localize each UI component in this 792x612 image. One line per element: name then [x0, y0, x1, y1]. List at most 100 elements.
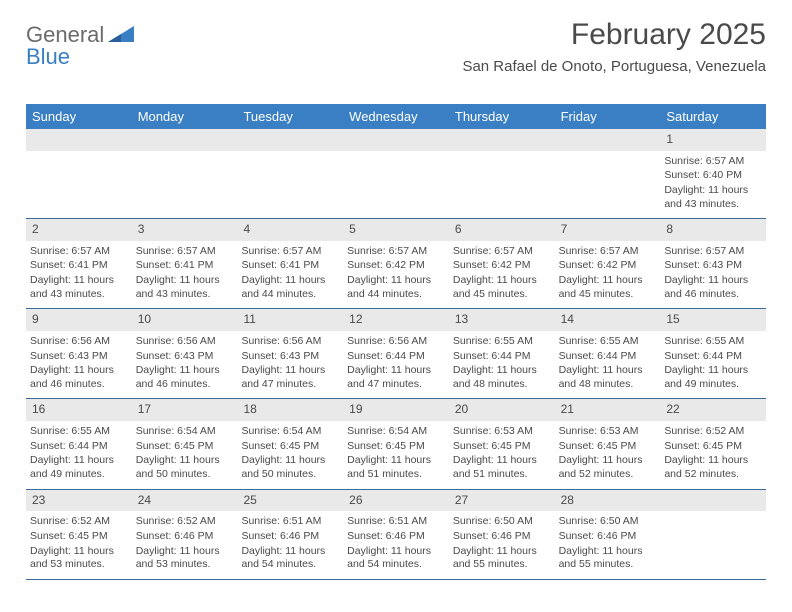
sunrise-line: Sunrise: 6:57 AM	[559, 245, 657, 259]
daylight-line: Daylight: 11 hours and 53 minutes.	[30, 545, 128, 572]
day-info: Sunrise: 6:57 AMSunset: 6:40 PMDaylight:…	[664, 155, 762, 212]
sunrise-line: Sunrise: 6:56 AM	[136, 335, 234, 349]
day-number: 2	[26, 219, 132, 241]
daylight-line: Daylight: 11 hours and 55 minutes.	[453, 545, 551, 572]
calendar-day-cell: 12Sunrise: 6:56 AMSunset: 6:44 PMDayligh…	[343, 309, 449, 398]
sunset-line: Sunset: 6:41 PM	[136, 259, 234, 273]
day-number: 9	[26, 309, 132, 331]
daylight-line: Daylight: 11 hours and 46 minutes.	[30, 364, 128, 391]
day-info: Sunrise: 6:57 AMSunset: 6:43 PMDaylight:…	[664, 245, 762, 302]
day-number: 5	[343, 219, 449, 241]
day-number: 18	[237, 399, 343, 421]
day-info: Sunrise: 6:52 AMSunset: 6:45 PMDaylight:…	[664, 425, 762, 482]
daylight-line: Daylight: 11 hours and 50 minutes.	[241, 454, 339, 481]
day-number: 8	[660, 219, 766, 241]
day-info: Sunrise: 6:55 AMSunset: 6:44 PMDaylight:…	[664, 335, 762, 392]
calendar-day-cell: 4Sunrise: 6:57 AMSunset: 6:41 PMDaylight…	[237, 219, 343, 308]
calendar-week-row: 9Sunrise: 6:56 AMSunset: 6:43 PMDaylight…	[26, 309, 766, 399]
calendar-day-cell: 14Sunrise: 6:55 AMSunset: 6:44 PMDayligh…	[555, 309, 661, 398]
sunset-line: Sunset: 6:44 PM	[664, 350, 762, 364]
day-info: Sunrise: 6:54 AMSunset: 6:45 PMDaylight:…	[136, 425, 234, 482]
calendar-weeks: 1 Sunrise: 6:57 AMSunset: 6:40 PMDaylight…	[26, 129, 766, 580]
daylight-line: Daylight: 11 hours and 47 minutes.	[241, 364, 339, 391]
sunrise-line: Sunrise: 6:53 AM	[559, 425, 657, 439]
sunset-line: Sunset: 6:43 PM	[136, 350, 234, 364]
sunrise-line: Sunrise: 6:57 AM	[30, 245, 128, 259]
calendar-day-cell	[343, 129, 449, 218]
day-info: Sunrise: 6:56 AMSunset: 6:43 PMDaylight:…	[30, 335, 128, 392]
calendar-day-cell: 25 Sunrise: 6:51 AMSunset: 6:46 PMDayligh…	[237, 490, 343, 579]
calendar-day-cell: 19Sunrise: 6:54 AMSunset: 6:45 PMDayligh…	[343, 399, 449, 488]
day-info: Sunrise: 6:54 AMSunset: 6:45 PMDaylight:…	[347, 425, 445, 482]
calendar-day-cell: 20Sunrise: 6:53 AMSunset: 6:45 PMDayligh…	[449, 399, 555, 488]
weekday-header-cell: Monday	[132, 104, 238, 129]
day-number: 15	[660, 309, 766, 331]
day-number: 11	[237, 309, 343, 331]
day-number: 21	[555, 399, 661, 421]
day-number: 22	[660, 399, 766, 421]
day-number: 17	[132, 399, 238, 421]
sunrise-line: Sunrise: 6:55 AM	[30, 425, 128, 439]
sunset-line: Sunset: 6:42 PM	[347, 259, 445, 273]
calendar-day-cell: 13Sunrise: 6:55 AMSunset: 6:44 PMDayligh…	[449, 309, 555, 398]
sunrise-line: Sunrise: 6:56 AM	[347, 335, 445, 349]
daylight-line: Daylight: 11 hours and 46 minutes.	[136, 364, 234, 391]
day-number	[26, 129, 132, 151]
day-info: Sunrise: 6:57 AMSunset: 6:41 PMDaylight:…	[30, 245, 128, 302]
day-number	[343, 129, 449, 151]
day-number: 25	[237, 490, 343, 512]
day-info: Sunrise: 6:50 AMSunset: 6:46 PMDaylight:…	[559, 515, 657, 572]
sunset-line: Sunset: 6:46 PM	[559, 530, 657, 544]
sunrise-line: Sunrise: 6:51 AM	[241, 515, 339, 529]
sunset-line: Sunset: 6:45 PM	[136, 440, 234, 454]
sunset-line: Sunset: 6:44 PM	[453, 350, 551, 364]
day-number: 12	[343, 309, 449, 331]
daylight-line: Daylight: 11 hours and 54 minutes.	[241, 545, 339, 572]
day-info: Sunrise: 6:57 AMSunset: 6:41 PMDaylight:…	[136, 245, 234, 302]
daylight-line: Daylight: 11 hours and 51 minutes.	[347, 454, 445, 481]
calendar-day-cell: 28Sunrise: 6:50 AMSunset: 6:46 PMDayligh…	[555, 490, 661, 579]
daylight-line: Daylight: 11 hours and 52 minutes.	[664, 454, 762, 481]
sunset-line: Sunset: 6:46 PM	[347, 530, 445, 544]
sunset-line: Sunset: 6:43 PM	[30, 350, 128, 364]
day-info: Sunrise: 6:51 AMSunset: 6:46 PMDaylight:…	[241, 515, 339, 572]
calendar-day-cell: 21Sunrise: 6:53 AMSunset: 6:45 PMDayligh…	[555, 399, 661, 488]
sunset-line: Sunset: 6:45 PM	[559, 440, 657, 454]
day-info: Sunrise: 6:57 AMSunset: 6:42 PMDaylight:…	[559, 245, 657, 302]
sunrise-line: Sunrise: 6:54 AM	[136, 425, 234, 439]
sunset-line: Sunset: 6:45 PM	[241, 440, 339, 454]
day-number: 1	[660, 129, 766, 151]
sunrise-line: Sunrise: 6:57 AM	[241, 245, 339, 259]
day-number: 6	[449, 219, 555, 241]
daylight-line: Daylight: 11 hours and 49 minutes.	[30, 454, 128, 481]
daylight-line: Daylight: 11 hours and 55 minutes.	[559, 545, 657, 572]
day-info: Sunrise: 6:57 AMSunset: 6:42 PMDaylight:…	[453, 245, 551, 302]
sunset-line: Sunset: 6:44 PM	[559, 350, 657, 364]
day-info: Sunrise: 6:54 AMSunset: 6:45 PMDaylight:…	[241, 425, 339, 482]
day-number	[132, 129, 238, 151]
sunset-line: Sunset: 6:43 PM	[664, 259, 762, 273]
sunrise-line: Sunrise: 6:52 AM	[136, 515, 234, 529]
weekday-header-cell: Sunday	[26, 104, 132, 129]
calendar-day-cell: 15 Sunrise: 6:55 AMSunset: 6:44 PMDayligh…	[660, 309, 766, 398]
day-number: 24	[132, 490, 238, 512]
calendar-day-cell: 18 Sunrise: 6:54 AMSunset: 6:45 PMDayligh…	[237, 399, 343, 488]
daylight-line: Daylight: 11 hours and 45 minutes.	[453, 274, 551, 301]
day-number: 14	[555, 309, 661, 331]
calendar-day-cell	[237, 129, 343, 218]
day-number: 4	[237, 219, 343, 241]
day-info: Sunrise: 6:57 AMSunset: 6:42 PMDaylight:…	[347, 245, 445, 302]
calendar-week-row: 2Sunrise: 6:57 AMSunset: 6:41 PMDaylight…	[26, 219, 766, 309]
calendar-day-cell: 6 Sunrise: 6:57 AMSunset: 6:42 PMDaylight…	[449, 219, 555, 308]
sunset-line: Sunset: 6:44 PM	[30, 440, 128, 454]
sunset-line: Sunset: 6:43 PM	[241, 350, 339, 364]
daylight-line: Daylight: 11 hours and 50 minutes.	[136, 454, 234, 481]
location-subtitle: San Rafael de Onoto, Portuguesa, Venezue…	[462, 58, 766, 75]
calendar-day-cell: 26Sunrise: 6:51 AMSunset: 6:46 PMDayligh…	[343, 490, 449, 579]
calendar-day-cell	[132, 129, 238, 218]
day-number: 20	[449, 399, 555, 421]
weekday-header-cell: Friday	[555, 104, 661, 129]
calendar-day-cell: 5 Sunrise: 6:57 AMSunset: 6:42 PMDaylight…	[343, 219, 449, 308]
daylight-line: Daylight: 11 hours and 48 minutes.	[559, 364, 657, 391]
calendar-day-cell: 16Sunrise: 6:55 AMSunset: 6:44 PMDayligh…	[26, 399, 132, 488]
